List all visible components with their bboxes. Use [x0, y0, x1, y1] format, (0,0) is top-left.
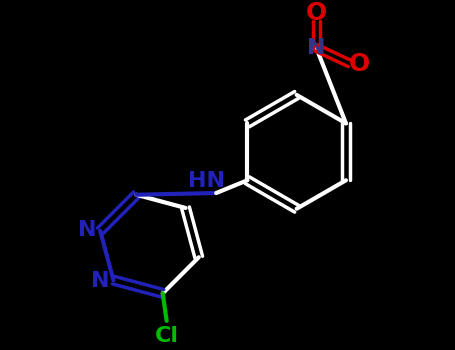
Text: O: O	[349, 51, 370, 76]
Text: N: N	[307, 38, 325, 58]
Text: N: N	[91, 271, 110, 291]
Text: Cl: Cl	[155, 326, 179, 345]
Text: HN: HN	[188, 171, 225, 191]
Text: O: O	[306, 1, 327, 26]
Text: N: N	[78, 220, 97, 240]
